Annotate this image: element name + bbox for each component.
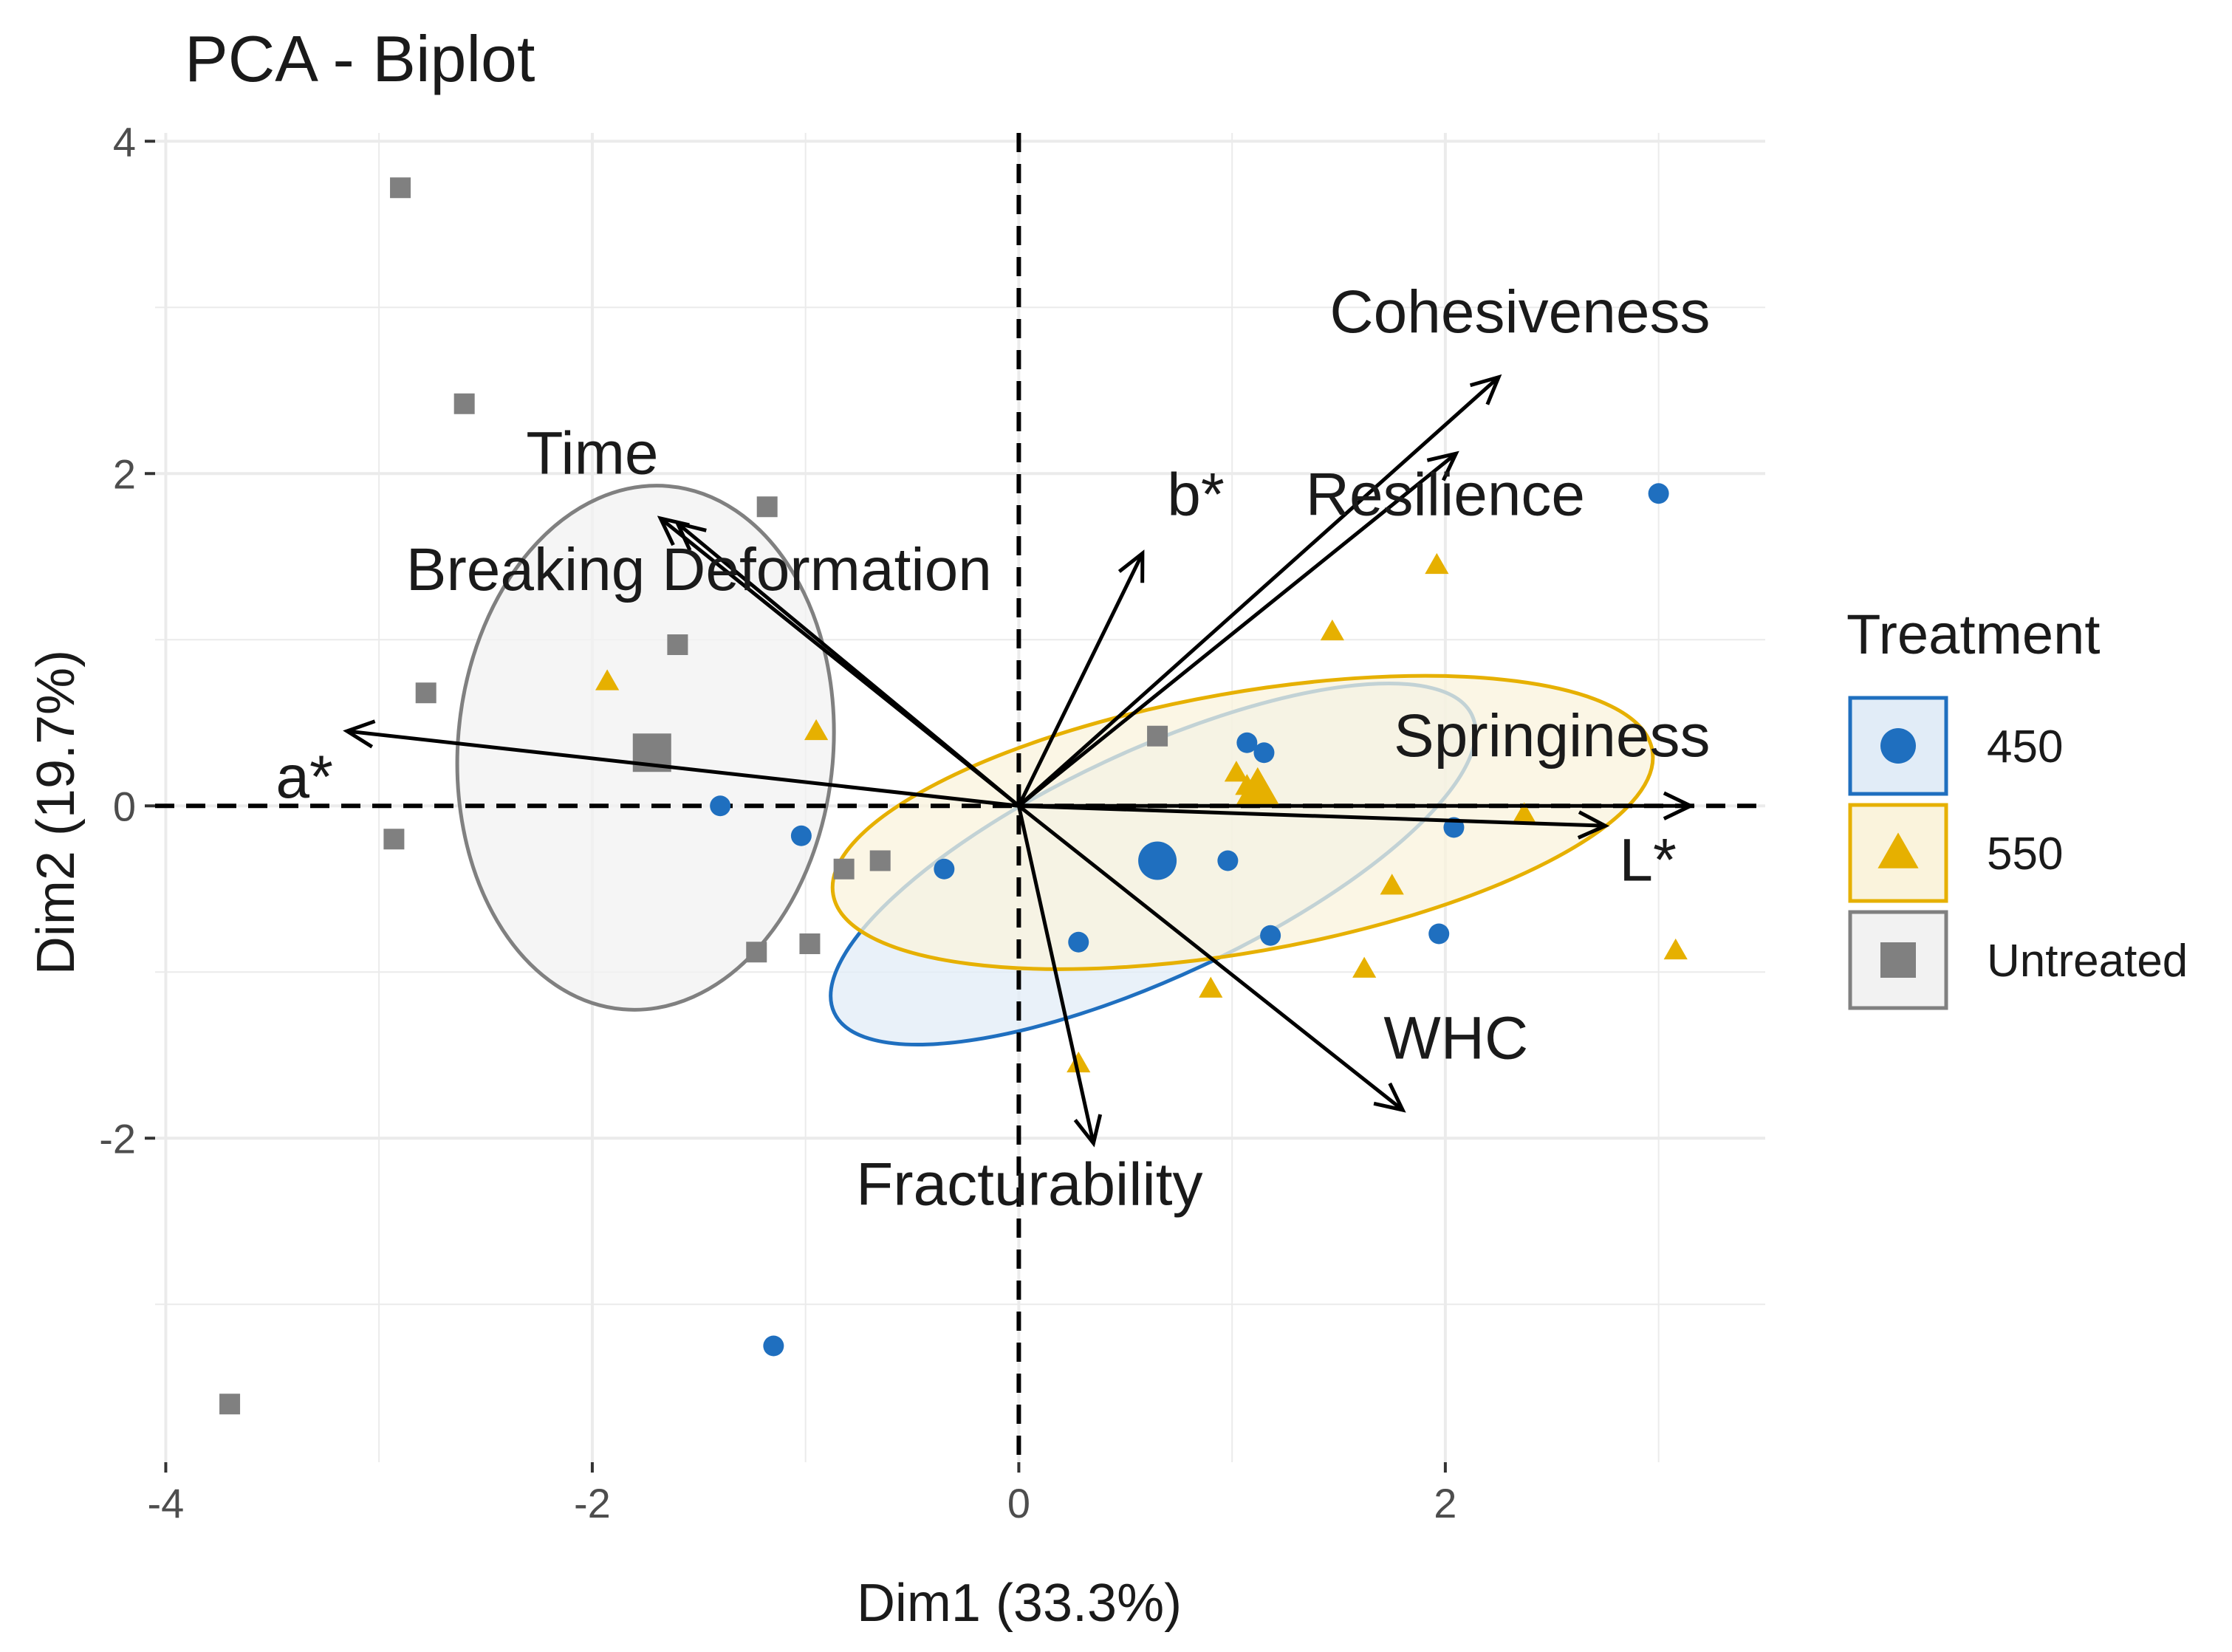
arrowhead-a (343, 719, 376, 749)
point-untreated (869, 850, 891, 871)
arrow-resilience (1017, 452, 1457, 808)
point-untreated (833, 858, 855, 880)
point-550 (1425, 552, 1449, 575)
variable-label-b: b* (1167, 462, 1225, 529)
variable-label-time: Time (526, 419, 658, 487)
x-axis-ticks: -4 -2 0 2 (148, 1462, 1456, 1526)
point-550 (1067, 1051, 1091, 1073)
point-untreated (667, 634, 688, 655)
arrow-b (1017, 552, 1145, 807)
arrowhead-breaking-deformation (674, 521, 707, 552)
variable-label-l: L* (1619, 827, 1677, 894)
point-550 (595, 669, 620, 690)
point-untreated (1147, 725, 1168, 747)
point-550 (1224, 761, 1249, 782)
point-450 (1260, 925, 1281, 946)
point-untreated (453, 393, 475, 414)
arrowhead-l (1577, 810, 1610, 840)
arrowhead-cohesiveness (1469, 374, 1502, 405)
point-550 (1663, 938, 1688, 960)
chart-title: PCA - Biplot (185, 22, 535, 95)
x-tick-label: 2 (1434, 1480, 1456, 1526)
point-550 (1352, 956, 1377, 978)
x-axis-label: Dim1 (33.3%) (857, 1574, 1182, 1633)
legend-symbol-untreated (1880, 942, 1916, 978)
point-450 (763, 1335, 784, 1357)
y-tick-label: 4 (113, 118, 136, 165)
legend-symbol-550 (1877, 832, 1919, 868)
point-450 (710, 795, 731, 817)
arrowhead-whc (1373, 1082, 1406, 1113)
y-tick-label: 2 (113, 450, 136, 497)
arrowhead-springiness (1663, 791, 1695, 820)
legend-label-450: 450 (1987, 722, 2063, 772)
arrow-breaking-deformation (676, 521, 1020, 808)
x-tick-label: 0 (1007, 1480, 1030, 1526)
point-untreated (383, 829, 405, 850)
variable-label-fracturability: Fracturability (856, 1151, 1202, 1218)
variable-label-breaking-deformation: Breaking Deformation (406, 536, 992, 603)
centroid-550 (1235, 767, 1280, 806)
x-tick-label: -2 (574, 1480, 611, 1526)
point-untreated (746, 942, 767, 963)
point-untreated (415, 682, 437, 704)
y-axis-label: Dim2 (19.7%) (27, 650, 86, 975)
point-untreated (799, 933, 821, 954)
point-450 (1253, 742, 1275, 764)
arrowhead-resilience (1426, 450, 1459, 481)
y-axis-ticks: -2 0 2 4 (99, 118, 155, 1162)
point-550 (1199, 976, 1223, 998)
variable-label-a: a* (275, 744, 333, 811)
centroid-450 (1138, 841, 1177, 880)
y-tick-label: 0 (113, 783, 136, 829)
legend-label-untreated: Untreated (1987, 936, 2188, 987)
point-untreated (756, 496, 778, 518)
legend-title: Treatment (1846, 603, 2101, 666)
arrow-whc (1017, 804, 1404, 1111)
observation-points (219, 177, 1688, 1415)
point-450 (1236, 732, 1258, 753)
point-550 (1320, 619, 1344, 641)
point-550 (1512, 802, 1536, 823)
variable-label-resilience: Resilience (1306, 462, 1585, 529)
point-450 (934, 858, 955, 880)
point-550 (804, 719, 829, 741)
y-tick-label: -2 (99, 1115, 136, 1162)
point-450 (1068, 931, 1089, 953)
legend-label-550: 550 (1987, 829, 2063, 880)
point-450 (1428, 923, 1450, 945)
point-untreated (390, 177, 411, 199)
arrowhead-fracturability (1073, 1114, 1103, 1148)
arrow-cohesiveness (1017, 375, 1500, 808)
point-450 (1217, 850, 1239, 871)
point-450 (1648, 483, 1669, 504)
point-untreated (219, 1394, 241, 1415)
arrow-l (1019, 803, 1606, 828)
legend-symbol-450 (1880, 728, 1916, 764)
variable-arrows: Time Breaking Deformation a* b* Cohesiveness… (275, 278, 1710, 1218)
arrow-fracturability (1016, 805, 1095, 1144)
variable-label-whc: WHC (1383, 1004, 1528, 1072)
x-tick-label: -4 (148, 1480, 185, 1526)
variable-label-cohesiveness: Cohesiveness (1329, 278, 1710, 346)
point-550 (1380, 874, 1404, 895)
variable-label-springiness: Springiness (1394, 702, 1710, 770)
legend: Treatment 450 550 Untreated (1846, 603, 2188, 1010)
point-450 (790, 825, 812, 846)
arrowhead-b (1117, 549, 1145, 583)
arrow-a (346, 729, 1019, 808)
